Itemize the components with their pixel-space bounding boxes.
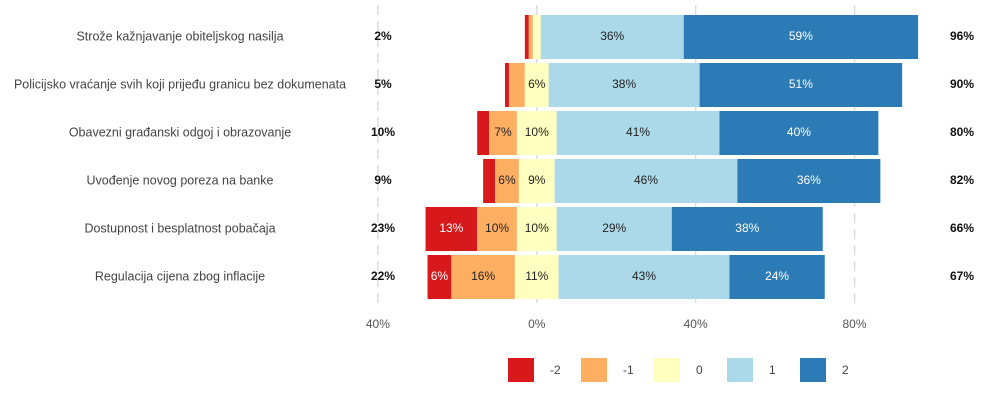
category-label: Dostupnost i besplatnost pobačaja	[84, 221, 275, 235]
x-tick-label: 80%	[843, 317, 867, 331]
value-label: 36%	[600, 29, 624, 43]
legend-label: 1	[769, 363, 776, 377]
bar-segment	[528, 15, 533, 59]
category-label: Strože kažnjavanje obiteljskog nasilja	[76, 29, 283, 43]
category-label: Policijsko vraćanje svih koji prijeđu gr…	[14, 77, 346, 91]
right-total: 80%	[950, 125, 974, 139]
bar-segment	[524, 63, 549, 107]
bar-segment	[683, 15, 919, 59]
bar-segment	[477, 207, 517, 251]
bar-segment	[558, 255, 730, 299]
value-label: 41%	[626, 125, 650, 139]
bar-segment	[489, 111, 517, 155]
bar-segment	[516, 111, 557, 155]
bar-segment	[495, 159, 519, 203]
bar-segment	[540, 15, 684, 59]
bar-segment	[483, 159, 496, 203]
category-label: Uvođenje novog poreza na banke	[87, 173, 274, 187]
bar-segment	[524, 15, 529, 59]
value-label: 10%	[485, 221, 509, 235]
left-total: 22%	[371, 269, 395, 283]
bar-segment	[719, 111, 879, 155]
bar-segment	[737, 159, 881, 203]
value-label: 16%	[471, 269, 495, 283]
x-tick-label: 40%	[684, 317, 708, 331]
legend-swatch	[727, 358, 753, 382]
left-total: 23%	[371, 221, 395, 235]
bar-segment	[532, 15, 541, 59]
value-label: 9%	[528, 173, 546, 187]
left-total: 9%	[374, 173, 392, 187]
right-total: 96%	[950, 29, 974, 43]
value-label: 38%	[735, 221, 759, 235]
legend-swatch	[508, 358, 534, 382]
left-total: 2%	[374, 29, 392, 43]
value-label: 7%	[494, 125, 512, 139]
bar-segment	[556, 111, 720, 155]
value-label: 43%	[632, 269, 656, 283]
value-label: 59%	[789, 29, 813, 43]
bar-segment	[477, 111, 490, 155]
legend-swatch	[581, 358, 607, 382]
right-total: 67%	[950, 269, 974, 283]
bar-segment	[504, 63, 509, 107]
value-label: 29%	[602, 221, 626, 235]
legend-label: -2	[550, 363, 561, 377]
bar-segment	[671, 207, 823, 251]
right-total: 82%	[950, 173, 974, 187]
legend-swatch	[800, 358, 826, 382]
value-label: 11%	[525, 269, 548, 283]
legend-label: -1	[623, 363, 634, 377]
x-tick-label: 0%	[528, 317, 546, 331]
bar-segment	[451, 255, 515, 299]
value-label: 46%	[634, 173, 658, 187]
bar-segment	[508, 63, 525, 107]
right-total: 66%	[950, 221, 974, 235]
left-total: 5%	[374, 77, 392, 91]
bar-segment	[425, 207, 478, 251]
right-total: 90%	[950, 77, 974, 91]
bar-segment	[699, 63, 903, 107]
category-label: Regulacija cijena zbog inflacije	[95, 269, 265, 283]
value-label: 40%	[787, 125, 811, 139]
value-label: 51%	[789, 77, 813, 91]
bar-segment	[518, 159, 555, 203]
bar-segment	[516, 207, 557, 251]
legend-label: 2	[842, 363, 849, 377]
x-tick-label: 40%	[366, 317, 390, 331]
value-label: 6%	[528, 77, 546, 91]
value-label: 38%	[612, 77, 636, 91]
bar-segment	[729, 255, 825, 299]
value-label: 24%	[765, 269, 789, 283]
bar-segment	[554, 159, 738, 203]
left-total: 10%	[371, 125, 395, 139]
bar-segment	[556, 207, 672, 251]
bar-segment	[514, 255, 559, 299]
legend-swatch	[654, 358, 680, 382]
value-label: 36%	[797, 173, 821, 187]
value-label: 10%	[525, 221, 549, 235]
value-label: 6%	[498, 173, 516, 187]
legend-label: 0	[696, 363, 703, 377]
value-label: 10%	[525, 125, 549, 139]
category-label: Obavezni građanski odgoj i obrazovanje	[69, 125, 291, 139]
value-label: 13%	[439, 221, 463, 235]
bar-segment	[427, 255, 452, 299]
value-label: 6%	[431, 269, 449, 283]
bar-segment	[548, 63, 700, 107]
